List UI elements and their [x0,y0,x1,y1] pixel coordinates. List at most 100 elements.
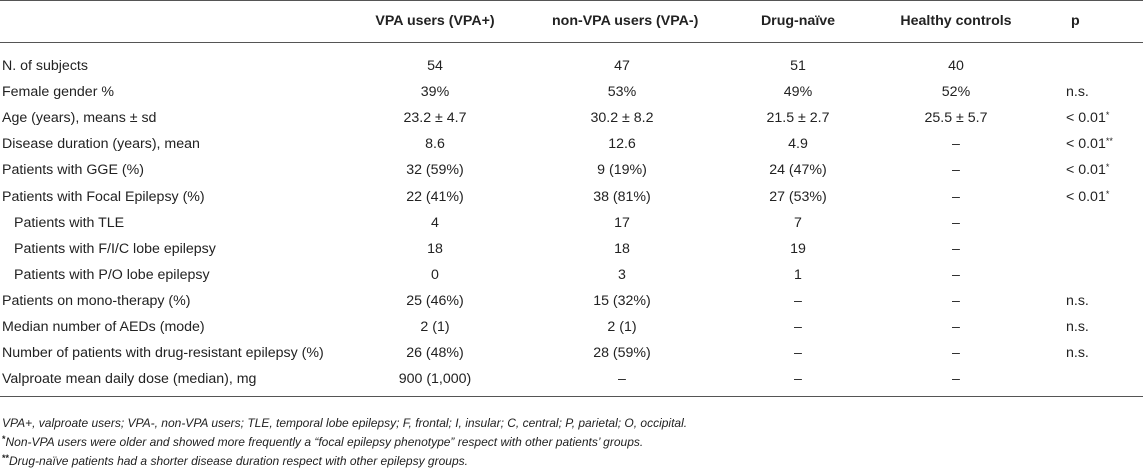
row-label: Female gender % [2,84,114,101]
healthy-controls-value-text: – [952,319,960,335]
healthy-controls-value: – [875,184,1037,210]
non-vpa-users-value-text: 3 [618,266,626,283]
row-label: Patients with P/O lobe epilepsy [14,266,210,283]
footnote-2-mark: ** [2,453,10,463]
healthy-controls-value: – [875,288,1037,314]
drug-naive-value: 21.5 ± 2.7 [740,105,856,131]
p-value-text: < 0.01 [1066,136,1106,153]
p-value: < 0.01* [1066,105,1109,131]
table-row: Patients with TLE 4 17 7 – [0,210,1143,236]
healthy-controls-value: – [875,366,1037,392]
healthy-controls-value: 25.5 ± 5.7 [875,105,1037,131]
non-vpa-users-value-text: 53% [607,84,637,101]
non-vpa-users-value-text: 38 (81%) [593,188,651,205]
healthy-controls-value: 52% [875,79,1037,105]
row-label: Number of patients with drug-resistant e… [2,345,324,362]
non-vpa-users-value: 3 [552,262,692,288]
footnote-1-text: Non-VPA users were older and showed more… [5,435,644,449]
row-label: Median number of AEDs (mode) [2,319,205,335]
col-header-drug-naive: Drug-naïve [760,13,836,29]
healthy-controls-value: – [875,157,1037,183]
vpa-users-value-text: 23.2 ± 4.7 [403,110,467,127]
drug-naive-value-text: 27 (53%) [769,188,827,205]
drug-naive-value: – [740,314,856,340]
p-value-text: n.s. [1066,84,1089,101]
drug-naive-value: 49% [740,79,856,105]
non-vpa-users-value: 9 (19%) [552,157,692,183]
vpa-users-value-text: 54 [427,58,443,74]
non-vpa-users-value: 30.2 ± 8.2 [552,105,692,131]
footnote-1-mark: * [2,434,6,444]
non-vpa-users-value: 17 [552,210,692,236]
vpa-users-value-text: 2 (1) [420,319,450,335]
non-vpa-users-value: 53% [552,79,692,105]
drug-naive-value: – [740,340,856,366]
drug-naive-value-text: – [794,319,802,335]
table-row: Patients with Focal Epilepsy (%) 22 (41%)… [0,184,1143,210]
drug-naive-value-text: 24 (47%) [769,162,827,179]
p-value-mark: * [1105,110,1110,121]
p-value: < 0.01* [1066,157,1109,183]
table-row: Patients with F/I/C lobe epilepsy 18 18 19 – [0,236,1143,262]
bottom-rule [0,396,1143,397]
non-vpa-users-value-text: 18 [614,240,630,257]
drug-naive-value-text: 7 [794,214,802,231]
drug-naive-value-text: 21.5 ± 2.7 [766,110,830,127]
healthy-controls-value-text: 25.5 ± 5.7 [924,110,988,127]
non-vpa-users-value: – [552,366,692,392]
p-value-text: n.s. [1066,319,1089,335]
p-value: < 0.01** [1066,131,1113,157]
drug-naive-value-text: 19 [790,240,806,257]
vpa-users-value: 4 [370,210,500,236]
p-value: n.s. [1066,288,1089,314]
p-value: n.s. [1066,79,1089,105]
table-row: Patients on mono-therapy (%) 25 (46%) 15 (… [0,288,1143,314]
non-vpa-users-value: 2 (1) [552,314,692,340]
drug-naive-value: 19 [740,236,856,262]
non-vpa-users-value-text: 28 (59%) [593,345,651,362]
table-row: Patients with P/O lobe epilepsy 0 3 1 – [0,262,1143,288]
healthy-controls-value-text: 40 [948,58,964,74]
drug-naive-value-text: – [794,292,802,309]
drug-naive-value: – [740,366,856,392]
drug-naive-value-text: – [794,345,802,362]
p-value-text: n.s. [1066,345,1089,362]
p-value-text: < 0.01 [1066,188,1106,205]
non-vpa-users-value-text: 12.6 [608,136,636,153]
vpa-users-value: 32 (59%) [370,157,500,183]
footnote-1: *Non-VPA users were older and showed mor… [2,433,687,452]
top-rule [0,0,1143,1]
row-label: Patients on mono-therapy (%) [2,292,191,309]
row-label: Patients with Focal Epilepsy (%) [2,188,205,205]
col-header-non-vpa-users: non-VPA users (VPA-) [552,13,699,29]
footnote-abbreviations: VPA+, valproate users; VPA-, non-VPA use… [2,416,688,430]
healthy-controls-value-text: – [952,292,960,309]
drug-naive-value: – [740,288,856,314]
p-value-text: < 0.01 [1066,162,1106,179]
non-vpa-users-value: 18 [552,236,692,262]
healthy-controls-value-text: – [952,214,960,231]
table-row: N. of subjects 54 47 51 40 [0,53,1143,79]
vpa-users-value: 2 (1) [370,314,500,340]
row-label: Patients with F/I/C lobe epilepsy [14,240,216,257]
vpa-users-value-text: 8.6 [425,136,445,153]
p-value-text: < 0.01 [1066,110,1106,127]
healthy-controls-value-text: – [952,136,960,153]
table-header-row: VPA users (VPA+) non-VPA users (VPA-) Dr… [0,8,1143,34]
drug-naive-value-text: 51 [790,58,806,74]
healthy-controls-value: – [875,131,1037,157]
healthy-controls-value-text: 52% [941,84,971,101]
row-label: N. of subjects [2,58,88,74]
p-value-mark: * [1105,162,1110,173]
vpa-users-value-text: 4 [431,214,439,231]
healthy-controls-value-text: – [952,162,960,179]
non-vpa-users-value-text: 30.2 ± 8.2 [590,110,654,127]
vpa-users-value-text: 18 [427,240,443,257]
vpa-users-value: 23.2 ± 4.7 [370,105,500,131]
vpa-users-value: 26 (48%) [370,340,500,366]
healthy-controls-value-text: – [952,240,960,257]
drug-naive-value: 27 (53%) [740,184,856,210]
vpa-users-value-text: 22 (41%) [406,188,464,205]
row-label: Age (years), means ± sd [2,110,157,127]
vpa-users-value-text: 32 (59%) [406,162,464,179]
